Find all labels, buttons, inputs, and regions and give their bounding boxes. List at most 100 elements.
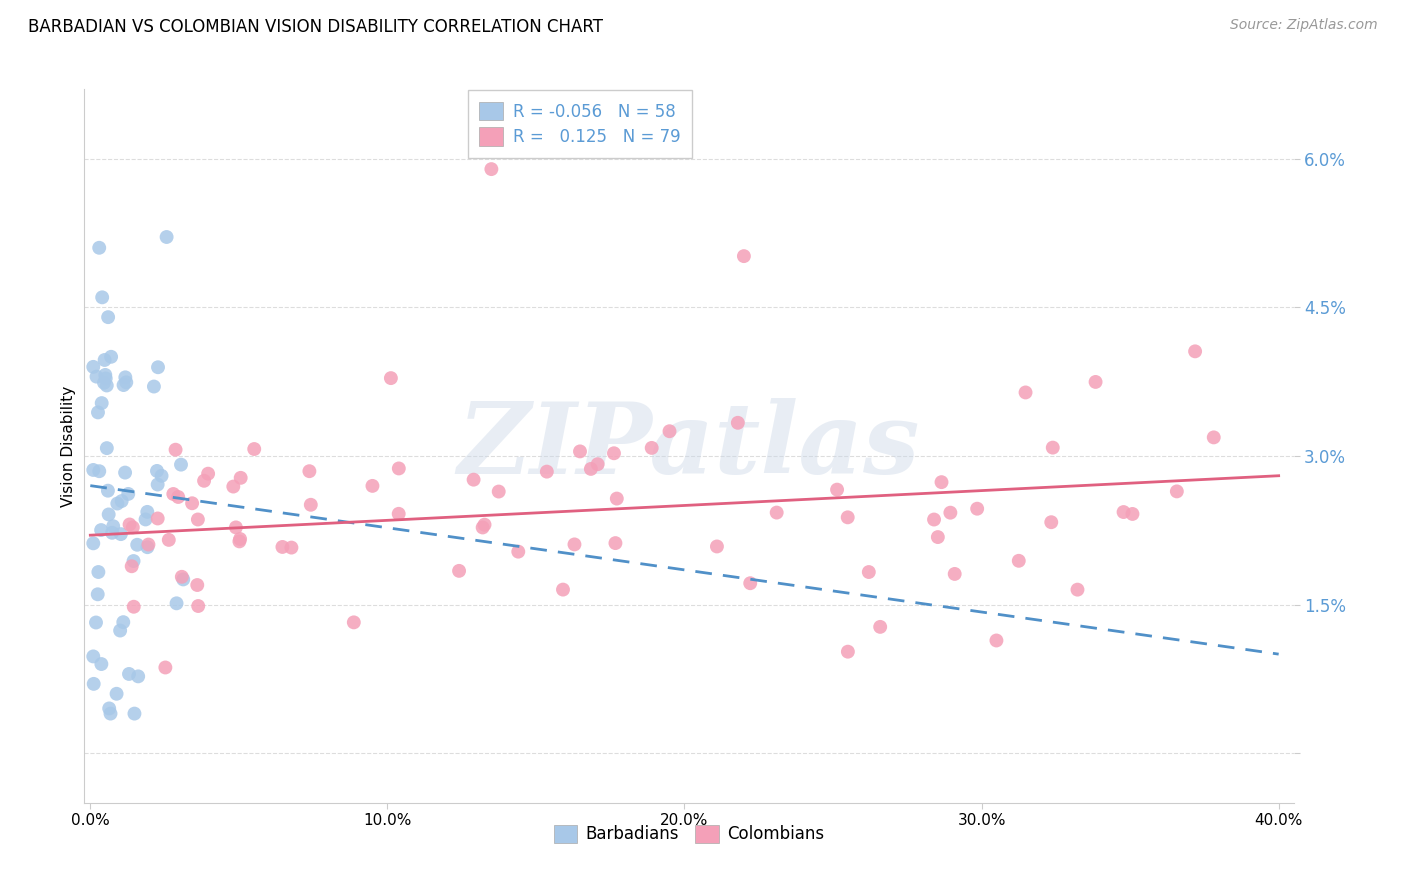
Point	[229, 471, 252, 485]
Point	[229, 532, 252, 546]
Point	[165, 442, 187, 457]
Point	[606, 491, 628, 506]
Point	[167, 490, 190, 504]
Point	[136, 505, 159, 519]
Point	[142, 379, 165, 393]
Point	[121, 520, 143, 534]
Point	[569, 444, 592, 458]
Point	[122, 554, 145, 568]
Point	[90, 396, 112, 410]
Point	[138, 537, 160, 551]
Point	[96, 441, 118, 455]
Point	[91, 290, 114, 304]
Point	[112, 378, 135, 392]
Point	[706, 540, 728, 554]
Point	[101, 525, 124, 540]
Point	[87, 587, 110, 601]
Point	[603, 446, 626, 460]
Point	[222, 479, 245, 493]
Point	[172, 573, 194, 587]
Point	[474, 517, 496, 532]
Point	[84, 615, 107, 630]
Point	[479, 162, 502, 177]
Point	[869, 620, 891, 634]
Point	[186, 578, 208, 592]
Point	[94, 368, 117, 382]
Point	[1202, 430, 1225, 444]
Point	[108, 624, 131, 638]
Point	[740, 576, 762, 591]
Point	[181, 496, 204, 510]
Point	[118, 667, 141, 681]
Point	[388, 461, 411, 475]
Point	[966, 501, 988, 516]
Point	[605, 536, 627, 550]
Point	[83, 677, 105, 691]
Point	[87, 405, 110, 419]
Point	[112, 615, 135, 629]
Point	[1121, 507, 1143, 521]
Point	[727, 416, 749, 430]
Point	[765, 506, 787, 520]
Point	[298, 464, 321, 478]
Text: ZIPatlas: ZIPatlas	[458, 398, 920, 494]
Point	[280, 541, 302, 555]
Point	[124, 706, 146, 721]
Point	[586, 457, 609, 471]
Point	[105, 687, 128, 701]
Point	[110, 527, 132, 541]
Point	[939, 506, 962, 520]
Point	[228, 534, 250, 549]
Point	[86, 369, 108, 384]
Legend: Barbadians, Colombians: Barbadians, Colombians	[546, 816, 832, 852]
Point	[89, 241, 111, 255]
Point	[97, 508, 120, 522]
Point	[1042, 441, 1064, 455]
Point	[658, 424, 681, 438]
Point	[170, 458, 193, 472]
Y-axis label: Vision Disability: Vision Disability	[60, 385, 76, 507]
Point	[100, 350, 122, 364]
Point	[1112, 505, 1135, 519]
Point	[170, 570, 193, 584]
Point	[82, 463, 104, 477]
Point	[1008, 554, 1031, 568]
Point	[150, 468, 173, 483]
Point	[127, 669, 149, 683]
Point	[488, 484, 510, 499]
Point	[89, 464, 111, 478]
Point	[122, 599, 145, 614]
Point	[837, 645, 859, 659]
Point	[1040, 515, 1063, 529]
Point	[93, 353, 115, 368]
Point	[579, 462, 602, 476]
Point	[837, 510, 859, 524]
Point	[225, 520, 247, 534]
Point	[825, 483, 848, 497]
Point	[111, 494, 134, 508]
Point	[114, 370, 136, 384]
Point	[943, 566, 966, 581]
Point	[299, 498, 322, 512]
Point	[243, 442, 266, 456]
Point	[146, 477, 169, 491]
Point	[97, 483, 120, 498]
Point	[1084, 375, 1107, 389]
Text: BARBADIAN VS COLOMBIAN VISION DISABILITY CORRELATION CHART: BARBADIAN VS COLOMBIAN VISION DISABILITY…	[28, 18, 603, 36]
Point	[98, 701, 121, 715]
Point	[105, 497, 128, 511]
Point	[82, 536, 104, 550]
Point	[157, 533, 180, 547]
Point	[380, 371, 402, 385]
Point	[90, 657, 112, 671]
Point	[449, 564, 471, 578]
Point	[121, 559, 143, 574]
Point	[271, 540, 294, 554]
Point	[155, 660, 177, 674]
Point	[641, 441, 664, 455]
Point	[986, 633, 1008, 648]
Point	[1014, 385, 1036, 400]
Point	[187, 512, 209, 526]
Point	[82, 649, 104, 664]
Point	[117, 487, 139, 501]
